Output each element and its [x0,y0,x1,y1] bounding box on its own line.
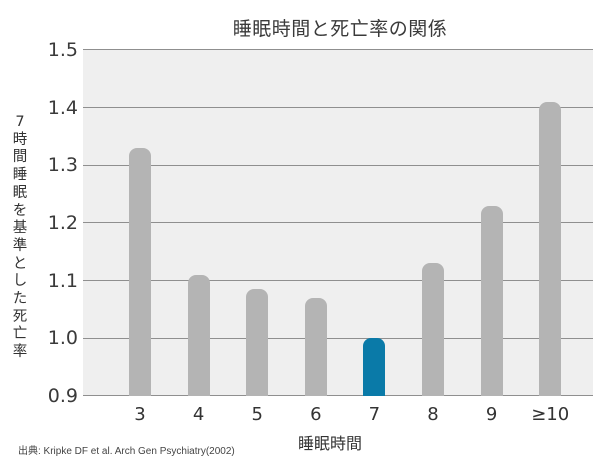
y-tick-label: 1.1 [47,269,78,292]
bar [539,101,562,396]
plot-area [83,49,593,397]
x-axis-label: 睡眠時間 [297,434,362,453]
gridline [83,337,593,339]
bar [422,263,444,396]
x-tick-label: 5 [251,404,263,425]
gridline [83,222,593,224]
y-axis-label-char: 眠 [12,184,28,201]
y-tick-label: 1.3 [47,154,78,177]
y-tick-label: 1.5 [47,39,78,61]
x-tick-label: 9 [485,404,498,425]
y-axis-label-char: 睡 [12,167,28,184]
gridline [83,164,593,166]
y-axis-label-char: 率 [12,344,28,361]
bar [187,274,210,396]
y-axis-label-char: 間 [12,149,28,166]
x-tick-label: 3 [134,404,146,425]
y-tick-label: 0.9 [47,385,78,407]
y-axis-label-char: 亡 [12,326,28,343]
x-tick-label: 8 [427,404,439,425]
y-axis-label-char: と [12,255,28,272]
bar [246,289,269,396]
bar [129,148,151,396]
x-tick-label: 7 [368,404,381,425]
y-axis-label-char: 死 [12,308,28,325]
x-tick-label: 6 [310,404,322,425]
y-tick-label: 1.0 [47,327,78,350]
x-axis-baseline [83,395,593,397]
gridline [83,49,593,51]
gridline [83,279,593,281]
y-axis-label-char: し [12,273,28,290]
y-tick-label: 1.2 [47,212,78,234]
bar [480,205,503,396]
y-axis-label-char: を [12,202,28,219]
bar-highlighted [363,338,386,396]
y-axis-label-char: 準 [12,237,28,254]
y-axis-label-char: た [12,291,28,308]
chart-title: 睡眠時間と死亡率の関係 [232,18,448,40]
y-axis-label-char: 7 [15,114,25,130]
x-tick-label: 4 [192,404,205,425]
x-tick-label: ≥10 [531,404,570,425]
source-citation: 出典: Kripke DF et al. Arch Gen Psychiatry… [18,446,235,457]
bar [304,297,327,396]
y-axis-label-char: 基 [12,220,28,237]
gridline [83,106,593,108]
y-axis-label-char: 時 [12,131,28,148]
y-tick-label: 1.4 [47,96,78,119]
